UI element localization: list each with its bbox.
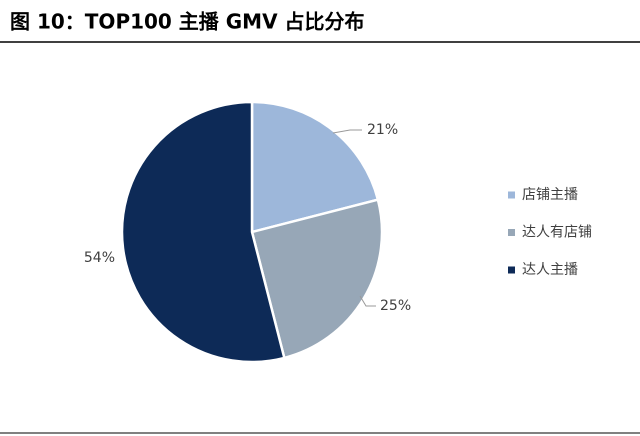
chart-title: 图 10：TOP100 主播 GMV 占比分布 <box>10 10 365 34</box>
leader-line <box>359 295 376 307</box>
pie-slice <box>120 100 286 364</box>
pie-slice <box>250 100 380 234</box>
data-label: 21% <box>367 122 398 138</box>
legend-label: 达人有店铺 <box>522 225 592 241</box>
legend-label: 店铺主播 <box>522 187 578 203</box>
pie-slice <box>250 198 384 360</box>
leader-line <box>332 129 362 134</box>
legend-swatch <box>508 266 515 274</box>
data-label: 25% <box>380 298 411 314</box>
legend-swatch <box>508 229 515 236</box>
data-label: 54% <box>84 250 115 266</box>
legend-label: 达人主播 <box>522 262 578 278</box>
legend-swatch <box>508 191 515 199</box>
